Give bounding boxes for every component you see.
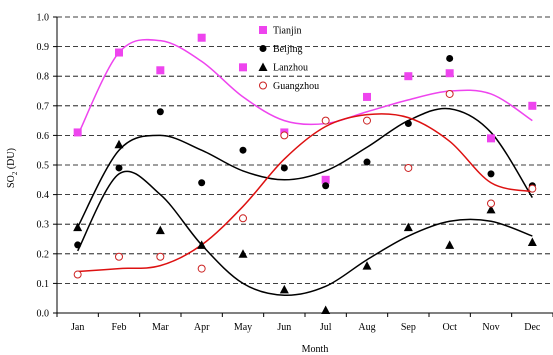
x-tick-label: Apr — [194, 322, 210, 333]
y-tick-label: 0.6 — [37, 131, 50, 142]
x-tick-label: Mar — [152, 322, 169, 333]
point-guangzhou — [487, 199, 495, 208]
x-tick-label: Nov — [482, 322, 499, 333]
x-tick-label: Jun — [277, 322, 291, 333]
point-beijing — [239, 146, 247, 154]
point-tianjin — [115, 48, 123, 57]
point-guangzhou — [445, 89, 454, 98]
point-beijing — [115, 164, 123, 172]
y-tick-label: 1.0 — [37, 13, 50, 24]
point-tianjin — [197, 33, 206, 42]
axes — [53, 16, 553, 317]
point-lanzhou — [238, 249, 248, 258]
point-guangzhou — [197, 264, 206, 273]
point-tianjin — [528, 101, 537, 110]
point-lanzhou — [321, 305, 331, 315]
y-tick-label: 0.1 — [37, 279, 50, 290]
point-tianjin — [73, 128, 82, 137]
point-lanzhou — [362, 261, 372, 270]
point-beijing — [363, 158, 371, 166]
point-guangzhou — [239, 214, 247, 223]
point-tianjin — [363, 92, 371, 101]
point-beijing — [74, 241, 82, 249]
point-beijing — [322, 182, 330, 190]
x-tick-label: Sep — [401, 322, 416, 333]
x-tick-label: Jan — [71, 322, 84, 333]
legend-marker-beijing — [259, 45, 267, 52]
point-tianjin — [156, 66, 165, 75]
y-tick-label: 0.5 — [37, 161, 50, 172]
point-lanzhou — [279, 284, 289, 294]
point-tianjin — [445, 69, 454, 78]
point-beijing — [404, 120, 412, 128]
point-guangzhou — [115, 252, 123, 261]
legend-marker-lanzhou — [258, 62, 268, 71]
point-tianjin — [239, 63, 247, 72]
legend-label: Lanzhou — [273, 63, 308, 74]
point-beijing — [156, 108, 164, 116]
point-lanzhou — [197, 240, 207, 249]
point-guangzhou — [363, 116, 371, 125]
x-tick-label: Jul — [320, 322, 332, 333]
point-guangzhou — [404, 163, 413, 172]
x-tick-label: Oct — [442, 322, 457, 333]
point-tianjin — [321, 175, 330, 184]
y-tick-label: 0.7 — [37, 101, 50, 112]
data-points — [73, 33, 537, 315]
point-tianjin — [404, 72, 413, 81]
x-axis-title: Month — [302, 344, 329, 355]
trend-line-beijing — [77, 107, 533, 228]
point-beijing — [487, 170, 495, 178]
legend-marker-guangzhou — [259, 81, 267, 90]
x-tick-labels: Jan Feb Mar Apr May Jun Jul Aug Sep Oct Nov Dec — [71, 322, 541, 333]
point-guangzhou — [156, 252, 165, 261]
legend-marker-tianjin — [259, 26, 267, 34]
trend-lines — [76, 38, 533, 296]
point-guangzhou — [321, 116, 330, 125]
y-axis-title: SO2 (DU) — [6, 148, 19, 188]
y-tick-label: 0.8 — [37, 72, 50, 83]
point-guangzhou — [73, 270, 82, 279]
legend-label: Tianjin — [273, 26, 302, 37]
point-lanzhou — [527, 237, 537, 246]
trend-line-lanzhou — [77, 170, 533, 296]
point-lanzhou — [403, 222, 413, 232]
legend: Tianjin Beijing Lanzhou Guangzhou — [258, 26, 319, 92]
y-tick-label: 0.0 — [37, 309, 50, 320]
legend-label: Guangzhou — [273, 81, 319, 92]
y-tick-label: 0.4 — [37, 190, 50, 201]
trend-line-guangzhou — [77, 113, 533, 273]
point-guangzhou — [280, 131, 289, 140]
x-tick-label: May — [234, 322, 252, 333]
y-tick-label: 0.2 — [37, 249, 50, 260]
point-lanzhou — [486, 204, 496, 214]
x-tick-label: Aug — [358, 322, 375, 333]
point-lanzhou — [73, 222, 83, 232]
point-beijing — [198, 179, 206, 187]
point-lanzhou — [155, 225, 165, 235]
y-tick-label: 0.3 — [37, 220, 50, 231]
x-tick-label: Feb — [112, 322, 127, 333]
point-beijing — [446, 54, 454, 62]
legend-label: Beijing — [273, 44, 302, 55]
y-tick-labels: 0.0 0.1 0.2 0.3 0.4 0.5 0.6 0.7 0.8 0.9 1.0 — [37, 13, 50, 320]
x-tick-label: Dec — [524, 322, 541, 333]
point-tianjin — [487, 134, 495, 143]
gridlines — [57, 16, 551, 284]
point-guangzhou — [528, 184, 537, 193]
point-lanzhou — [114, 139, 124, 149]
point-lanzhou — [445, 240, 455, 249]
y-tick-label: 0.9 — [37, 42, 50, 53]
point-beijing — [280, 164, 288, 172]
